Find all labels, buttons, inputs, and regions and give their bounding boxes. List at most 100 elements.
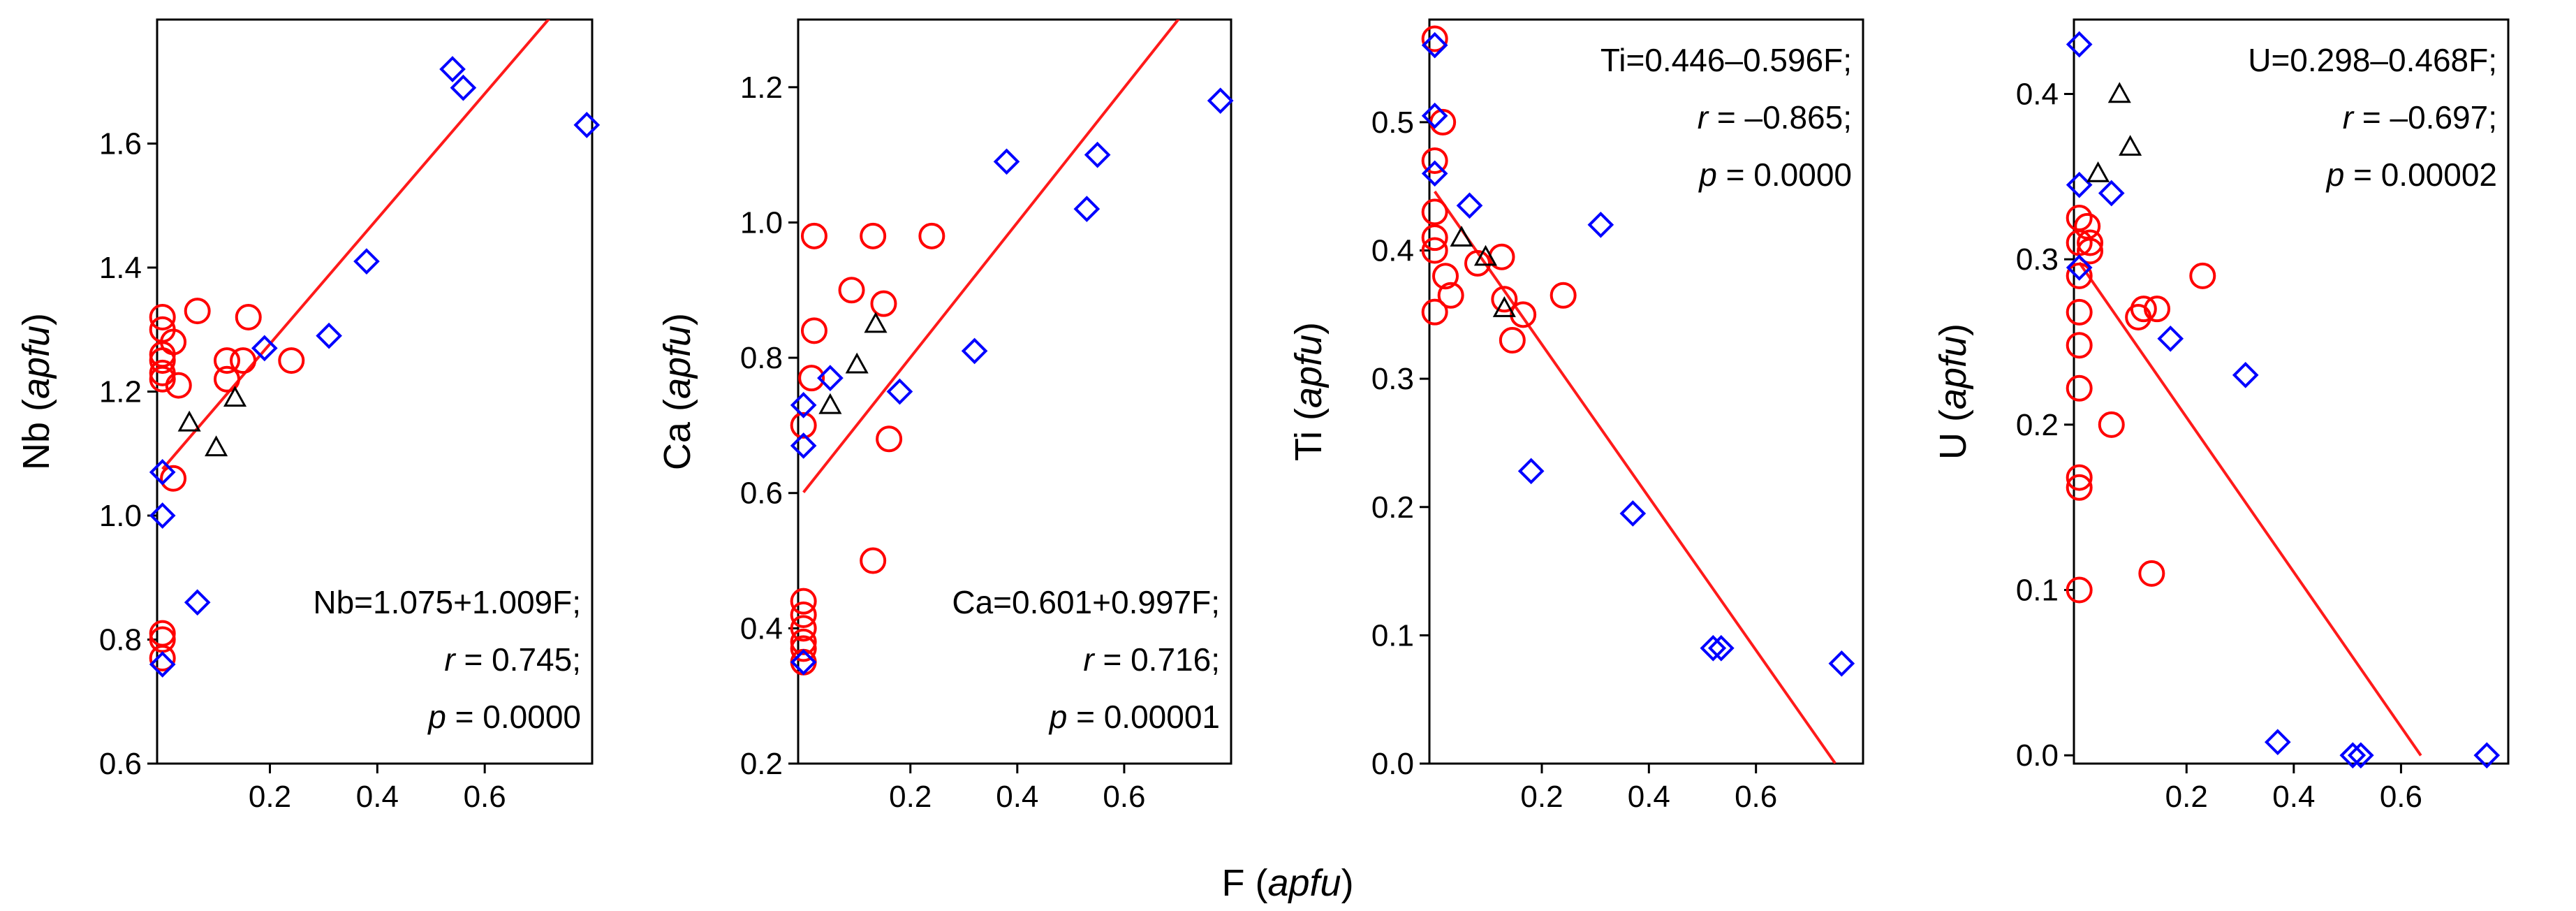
y-tick-label: 0.3 xyxy=(2016,242,2059,277)
triangle-marker xyxy=(2119,135,2142,156)
plot-frame xyxy=(2073,18,2510,765)
annotation-stat-symbol: r xyxy=(1083,641,1095,678)
diamond-marker xyxy=(2473,742,2501,768)
shared-x-axis-title-main: F xyxy=(1221,862,1244,904)
circle-marker xyxy=(2077,238,2104,265)
circle-marker xyxy=(1499,327,1526,354)
regression-line xyxy=(161,20,550,470)
y-axis-title-main: Ca ( xyxy=(656,399,698,470)
diamond-marker xyxy=(450,74,477,101)
annotation-stat-symbol: r xyxy=(444,641,456,678)
x-tick-label: 0.6 xyxy=(464,780,506,814)
y-axis-title-close: ) xyxy=(1932,323,1974,336)
y-axis-title-unit: apfu xyxy=(15,326,57,399)
circle-marker xyxy=(235,304,262,330)
diamond-marker xyxy=(149,651,176,678)
triangle-marker xyxy=(845,352,869,374)
x-tick-label: 0.2 xyxy=(249,780,291,814)
triangle-marker xyxy=(2107,82,2131,103)
annotation-line: U=0.298–0.468F; xyxy=(2248,42,2497,78)
diamond-marker xyxy=(961,337,988,365)
diamond-marker xyxy=(2339,742,2367,768)
circle-marker xyxy=(213,347,240,374)
y-tick-label: 0.1 xyxy=(2016,574,2059,608)
chart-panels: 0.60.81.01.21.41.60.2 0.4 0.6Nb (apfu)Nb=1… xyxy=(15,18,2510,814)
x-tick-label: 0.2 xyxy=(889,780,932,814)
circle-marker xyxy=(838,277,865,304)
diamond-marker xyxy=(1073,196,1101,222)
diamond-marker xyxy=(1421,31,1448,59)
y-tick-label: 0.2 xyxy=(1371,490,1414,525)
annotation-line: r = –0.865; xyxy=(1698,99,1852,136)
circle-marker xyxy=(2066,474,2093,501)
annotation-line: r = 0.716; xyxy=(1083,641,1220,678)
diamond-marker xyxy=(1084,141,1111,168)
circle-marker xyxy=(230,347,257,374)
chart-panel-u: 0.0 0.1 0.2 0.3 0.4 0.2 0.4 0.6 U (apfu) U=0.298–… xyxy=(1932,18,2510,814)
y-tick-label: 0.2 xyxy=(740,747,783,781)
y-axis-title: Nb (apfu) xyxy=(15,313,57,470)
y-tick-label: 0.2 xyxy=(2016,408,2059,442)
annotation-line: r = –0.697; xyxy=(2343,99,2497,136)
triangle-marker xyxy=(1492,296,1516,317)
diamond-marker xyxy=(2232,362,2259,388)
x-tick-label: 0.4 xyxy=(1628,780,1670,814)
plot-frame xyxy=(1428,18,1864,765)
y-tick-label: 1.6 xyxy=(99,127,142,161)
circle-marker xyxy=(1437,282,1464,309)
circle-marker xyxy=(1432,263,1459,290)
diamond-marker xyxy=(1700,634,1727,662)
diamond-marker xyxy=(316,322,342,349)
diamond-marker xyxy=(149,502,176,529)
y-axis-title-main: Ti ( xyxy=(1288,408,1330,461)
circle-marker xyxy=(876,425,903,453)
circle-marker xyxy=(1550,282,1577,309)
y-tick-label: 0.6 xyxy=(99,747,142,781)
triangle-marker xyxy=(223,386,247,407)
circle-marker xyxy=(790,411,817,439)
annotation-line: r = 0.745; xyxy=(444,641,581,678)
diamond-marker xyxy=(817,365,844,391)
diamond-marker xyxy=(790,432,817,459)
circle-marker xyxy=(2066,464,2093,491)
circle-marker xyxy=(2138,560,2165,587)
circle-marker xyxy=(1421,198,1448,226)
triangle-marker xyxy=(1473,245,1498,266)
x-tick-label: 0.4 xyxy=(356,780,399,814)
circle-marker xyxy=(1510,301,1537,328)
y-axis-title-unit: apfu xyxy=(1932,336,1974,409)
y-tick-label: 1.0 xyxy=(740,205,783,240)
regression-line xyxy=(802,20,1180,494)
y-axis-title: U (apfu) xyxy=(1932,323,1974,460)
circle-marker xyxy=(1464,249,1491,277)
diamond-marker xyxy=(1456,192,1483,219)
diamond-marker xyxy=(1421,102,1448,129)
annotation-line: Ca=0.601+0.997F; xyxy=(952,584,1220,620)
circle-marker xyxy=(149,645,176,672)
circle-marker xyxy=(2066,374,2093,402)
annotation-stat-value: = –0.865; xyxy=(1708,99,1852,136)
triangle-marker xyxy=(205,435,228,457)
diamond-marker xyxy=(149,459,176,486)
y-axis-title-main: Nb ( xyxy=(15,399,57,470)
diamond-marker xyxy=(251,335,278,362)
diamond-marker xyxy=(2098,180,2125,207)
y-tick-label: 0.4 xyxy=(740,611,783,646)
circle-marker xyxy=(2189,262,2216,289)
regression-line xyxy=(2078,261,2422,757)
annotation-line: Nb=1.075+1.009F; xyxy=(313,584,581,620)
diamond-marker xyxy=(573,112,601,138)
circle-marker xyxy=(1421,147,1448,174)
annotation-line: p = 0.00001 xyxy=(1048,699,1220,735)
y-axis-title-unit: apfu xyxy=(656,326,698,399)
triangle-marker xyxy=(2086,161,2110,182)
circle-marker xyxy=(790,615,817,642)
diamond-marker xyxy=(2066,31,2093,58)
circle-marker xyxy=(1421,298,1448,326)
y-tick-label: 1.0 xyxy=(99,499,142,533)
x-tick-label: 0.6 xyxy=(2380,780,2422,814)
diamond-marker xyxy=(1421,160,1448,187)
circle-marker xyxy=(790,635,817,662)
triangle-marker xyxy=(1450,226,1473,247)
